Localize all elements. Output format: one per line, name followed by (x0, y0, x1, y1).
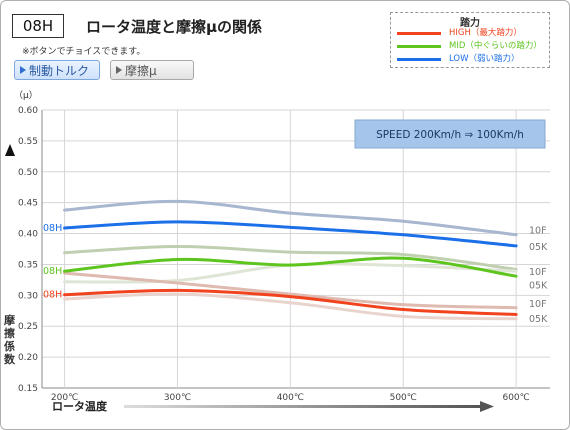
y-tick-label: 0.40 (18, 230, 38, 240)
y-tick-label: 0.15 (18, 384, 38, 394)
y-axis-label-char: 係 (4, 339, 15, 353)
legend-item-mid: MID（中ぐらいの踏力） (397, 40, 545, 52)
series-right-label: 05K (529, 280, 548, 291)
y-axis-label-char: 擦 (4, 326, 15, 340)
series-line (63, 271, 518, 310)
legend-title: 踏力 (460, 18, 480, 29)
y-axis-label: 摩擦係数 (4, 313, 16, 366)
friction-button-label: 摩擦μ (125, 64, 157, 78)
series-line (63, 292, 518, 321)
y-axis-label-char: 数 (4, 352, 16, 366)
x-tick-label: 200℃ (51, 393, 78, 403)
legend-swatch (397, 58, 441, 61)
choice-note: ※ボタンでチョイスできます。 (22, 47, 146, 57)
x-tick-label: 400℃ (277, 393, 304, 403)
series-labels: 08H 08H 08H 10F 05K 10F 05K 10F 05K (43, 223, 548, 325)
y-tick-label: 0.35 (18, 260, 38, 270)
x-tick-label: 300℃ (164, 393, 191, 403)
y-tick-label: 0.45 (18, 199, 38, 209)
x-tick-label: 600℃ (502, 393, 529, 403)
x-axis-arrow (124, 405, 480, 408)
friction-chart: 0.15 0.20 0.25 0.30 0.35 0.40 0.45 0.50 0.55 0.60… (4, 90, 550, 413)
series-right-label: 10F (529, 225, 547, 236)
y-axis-label-char: 摩 (4, 313, 16, 327)
series-line (63, 288, 518, 316)
y-tick-label: 0.30 (18, 291, 38, 301)
friction-button[interactable]: 摩擦μ (110, 60, 194, 80)
y-unit-label: （μ） (14, 90, 38, 101)
legend-label: LOW（弱い踏力） (449, 54, 520, 64)
series-right-label: 05K (529, 242, 548, 253)
torque-button[interactable]: 制動トルク (14, 60, 100, 80)
legend-swatch (397, 45, 441, 48)
series-right-label: 10F (529, 299, 547, 310)
x-tick-label: 500℃ (390, 393, 417, 403)
speed-box (354, 119, 546, 149)
y-tick-label: 0.25 (18, 322, 38, 332)
series-left-label: 08H (43, 266, 62, 277)
y-tick-label: 0.50 (18, 168, 38, 178)
series-lines (63, 199, 518, 321)
legend-swatch (397, 32, 441, 35)
series-left-label: 08H (43, 290, 62, 301)
play-arrow-icon (116, 66, 122, 74)
x-axis-arrowhead (480, 401, 494, 412)
series-line (63, 220, 518, 248)
legend-label: MID（中ぐらいの踏力） (449, 41, 542, 51)
page-title: ロータ温度と摩擦μの関係 (86, 18, 263, 36)
series-line (63, 256, 518, 278)
series-right-label: 05K (529, 314, 548, 325)
series-left-label: 08H (43, 223, 62, 234)
series-line (63, 245, 518, 271)
series-line (63, 199, 518, 237)
torque-button-label: 制動トルク (29, 64, 90, 78)
legend-item-low: LOW（弱い踏力） (397, 53, 545, 65)
play-arrow-icon (20, 66, 26, 74)
model-badge: 08H (12, 14, 64, 38)
y-tick-label: 0.20 (18, 353, 38, 363)
legend-item-high: HIGH（最大踏力） (397, 27, 545, 39)
pedal-force-legend: 踏力 HIGH（最大踏力） MID（中ぐらいの踏力） LOW（弱い踏力） (390, 12, 550, 68)
tick-labels: 0.15 0.20 0.25 0.30 0.35 0.40 0.45 0.50 0.55 0.60… (18, 106, 530, 403)
y-tick-label: 0.55 (18, 137, 38, 147)
speed-label: SPEED 200Km/h ⇒ 100Km/h (376, 129, 524, 141)
y-axis-arrowhead (5, 144, 15, 156)
series-right-label: 10F (529, 267, 547, 278)
x-axis-label: ロータ温度 (52, 399, 108, 413)
y-tick-label: 0.60 (18, 106, 38, 116)
legend-label: HIGH（最大踏力） (449, 28, 522, 38)
